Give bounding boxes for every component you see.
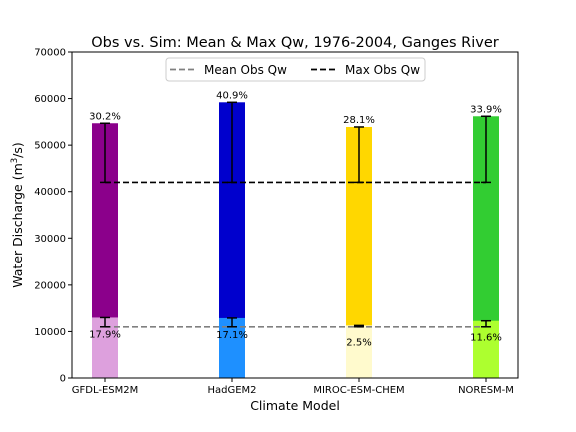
y-tick-label-5: 50000 bbox=[34, 141, 66, 152]
x-axis-label: Climate Model bbox=[250, 398, 340, 413]
y-axis-label: Water Discharge (m3/s) bbox=[10, 142, 25, 288]
data-label-mean-0: 17.9% bbox=[89, 329, 121, 340]
data-label-max-1: 40.9% bbox=[216, 90, 248, 101]
legend-label-1: Max Obs Qw bbox=[345, 63, 420, 77]
chart-title: Obs vs. Sim: Mean & Max Qw, 1976-2004, G… bbox=[91, 35, 499, 51]
y-tick-label-3: 30000 bbox=[34, 234, 66, 245]
axes: 0 10000 20000 30000 40000 50000 60000 70000 GFDL… bbox=[34, 48, 519, 396]
bar-mean-1 bbox=[219, 317, 245, 378]
y-axis-label-main: Water Discharge (m bbox=[10, 163, 25, 288]
data-label-max-2: 28.1% bbox=[343, 115, 375, 126]
bar-mean-2 bbox=[346, 325, 372, 378]
y-tick-label-2: 20000 bbox=[34, 280, 66, 291]
data-label-mean-1: 17.1% bbox=[216, 330, 248, 341]
y-tick-label-7: 70000 bbox=[34, 48, 66, 59]
y-tick-label-6: 60000 bbox=[34, 94, 66, 105]
y-tick-label-1: 10000 bbox=[34, 327, 66, 338]
data-label-mean-3: 11.6% bbox=[470, 333, 502, 344]
y-axis-label-tail: /s) bbox=[10, 142, 25, 158]
legend: Mean Obs Qw Max Obs Qw bbox=[165, 57, 426, 82]
y-tick-label-4: 40000 bbox=[34, 187, 66, 198]
data-label-max-3: 33.9% bbox=[470, 104, 502, 115]
bar-mean-3 bbox=[473, 320, 499, 378]
x-tick-label-1: HadGEM2 bbox=[207, 385, 256, 396]
plot-area: 30.2% 17.9% 40.9% 17.1% 28.1% 2.5% 33.9% 11.6% bbox=[89, 90, 502, 379]
data-label-mean-2: 2.5% bbox=[346, 337, 371, 348]
x-tick-label-2: MIROC-ESM-CHEM bbox=[313, 385, 404, 396]
y-axis-label-sup: 3 bbox=[10, 158, 20, 163]
data-label-max-0: 30.2% bbox=[89, 111, 121, 122]
legend-box bbox=[165, 57, 426, 82]
y-tick-label-0: 0 bbox=[60, 374, 66, 385]
x-tick-label-0: GFDL-ESM2M bbox=[72, 385, 139, 396]
x-tick-label-3: NORESM-M bbox=[458, 385, 514, 396]
legend-label-0: Mean Obs Qw bbox=[204, 63, 287, 77]
axes-frame bbox=[71, 51, 519, 379]
